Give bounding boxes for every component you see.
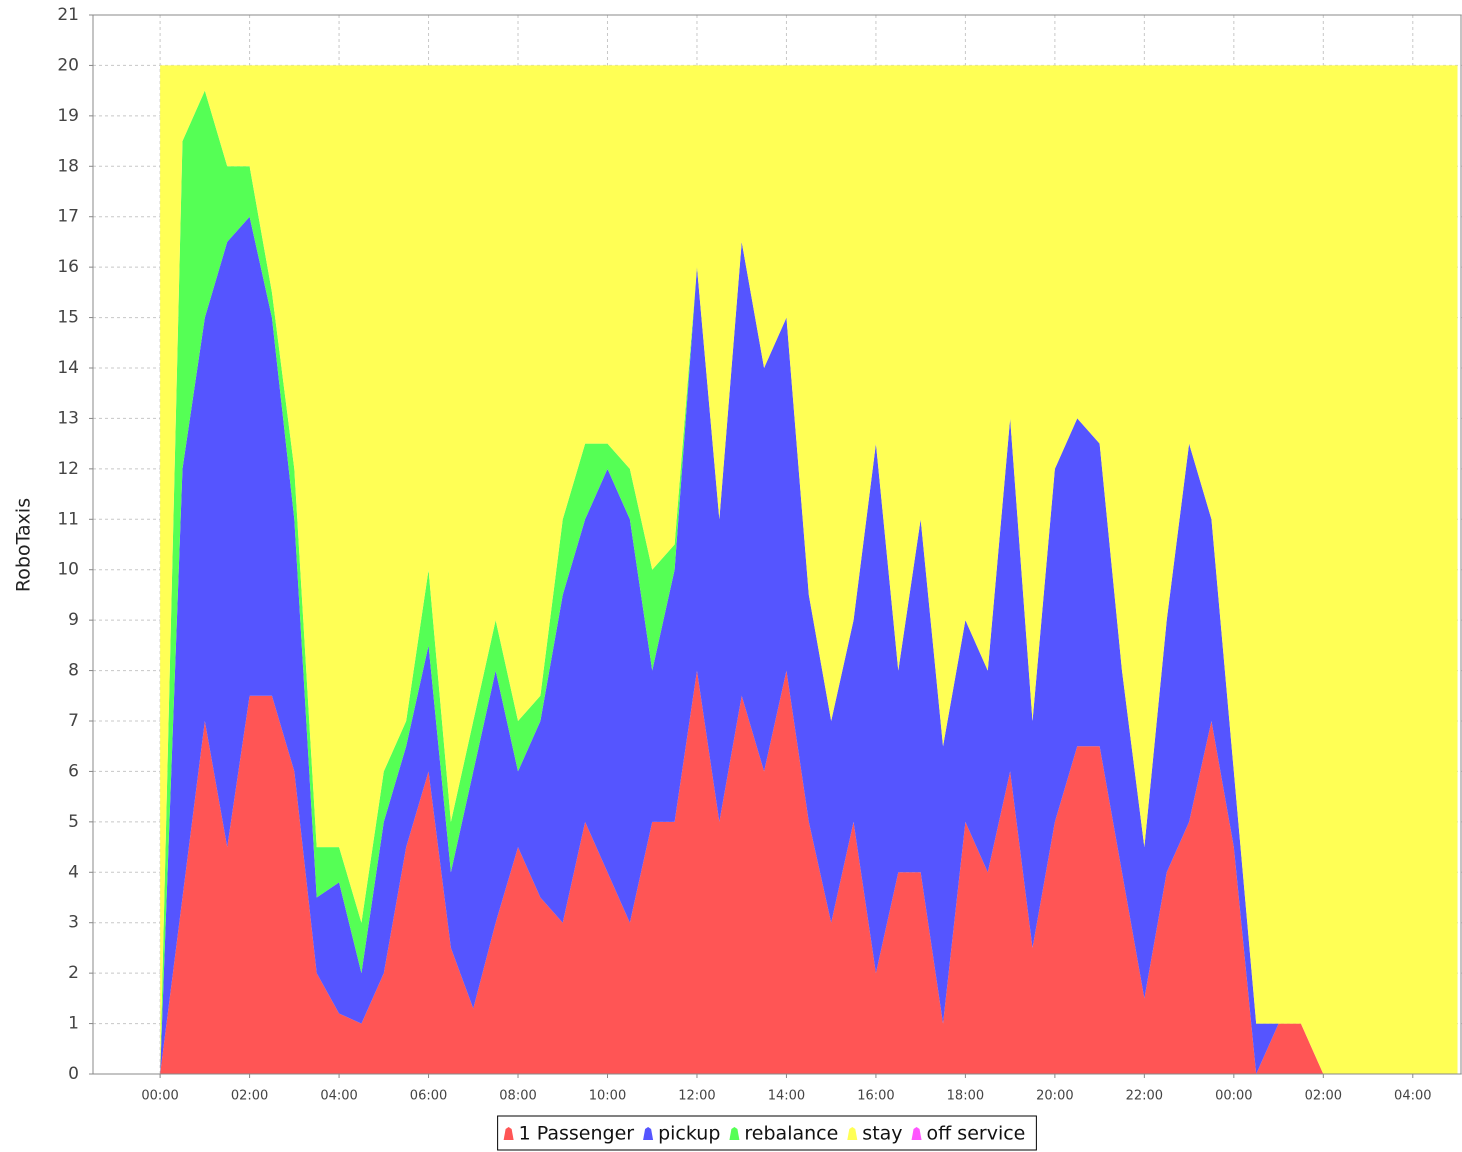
y-tick-label: 10	[57, 560, 79, 580]
x-tick-label: 16:00	[857, 1089, 894, 1104]
y-tick-label: 11	[57, 509, 79, 529]
x-tick-label: 12:00	[678, 1089, 715, 1104]
y-tick-label: 15	[57, 308, 79, 328]
legend-swatch	[503, 1127, 514, 1140]
x-tick-label: 18:00	[947, 1089, 984, 1104]
y-tick-label: 13	[57, 408, 79, 428]
legend-swatch	[643, 1127, 654, 1140]
x-tick-label: 02:00	[1305, 1089, 1342, 1104]
y-tick-label: 8	[68, 661, 79, 681]
y-tick-label: 0	[68, 1064, 79, 1084]
y-tick-label: 5	[68, 812, 79, 832]
legend-label: rebalance	[744, 1123, 838, 1145]
y-tick-label: 1	[68, 1014, 79, 1034]
x-tick-label: 22:00	[1126, 1089, 1163, 1104]
legend-label: stay	[862, 1123, 902, 1145]
x-tick-label: 08:00	[499, 1089, 536, 1104]
y-tick-label: 2	[68, 963, 79, 983]
area	[160, 670, 1458, 1074]
x-tick-label: 00:00	[141, 1089, 178, 1104]
legend-swatch	[911, 1127, 922, 1140]
legend-swatch	[847, 1127, 858, 1140]
legend-label: pickup	[658, 1123, 720, 1145]
y-tick-label: 20	[57, 55, 79, 75]
area	[160, 65, 1458, 1074]
y-tick-label: 4	[68, 862, 79, 882]
areas	[160, 65, 1458, 1074]
x-tick-label: 10:00	[589, 1089, 626, 1104]
legend-box	[497, 1115, 1037, 1151]
x-tick-label: 02:00	[231, 1089, 268, 1104]
y-tick-label: 14	[57, 358, 79, 378]
y-tick-label: 6	[68, 761, 79, 781]
y-tick-label: 21	[57, 5, 79, 25]
legend: 1 Passenger pickup rebalance stay off servic…	[497, 1115, 1037, 1151]
area	[160, 216, 1458, 1074]
plot-frame	[92, 14, 1462, 1075]
y-tick-label: 7	[68, 711, 79, 731]
y-tick-label: 9	[68, 610, 79, 630]
y-tick-label: 3	[68, 913, 79, 933]
y-tick-label: 19	[57, 106, 79, 126]
y-tick-label: 17	[57, 207, 79, 227]
y-axis-label: RoboTaxis	[13, 498, 35, 592]
x-tick-label: 04:00	[320, 1089, 357, 1104]
y-tick-label: 12	[57, 459, 79, 479]
x-tick-label: 00:00	[1215, 1089, 1252, 1104]
x-tick-label: 06:00	[410, 1089, 447, 1104]
legend-swatch	[729, 1127, 740, 1140]
y-tick-label: 18	[57, 156, 79, 176]
legend-label: 1 Passenger	[519, 1123, 635, 1145]
x-tick-label: 20:00	[1036, 1089, 1073, 1104]
x-tick-label: 04:00	[1394, 1089, 1431, 1104]
x-tick-label: 14:00	[768, 1089, 805, 1104]
legend-label: off service	[927, 1123, 1026, 1145]
y-tick-label: 16	[57, 257, 79, 277]
